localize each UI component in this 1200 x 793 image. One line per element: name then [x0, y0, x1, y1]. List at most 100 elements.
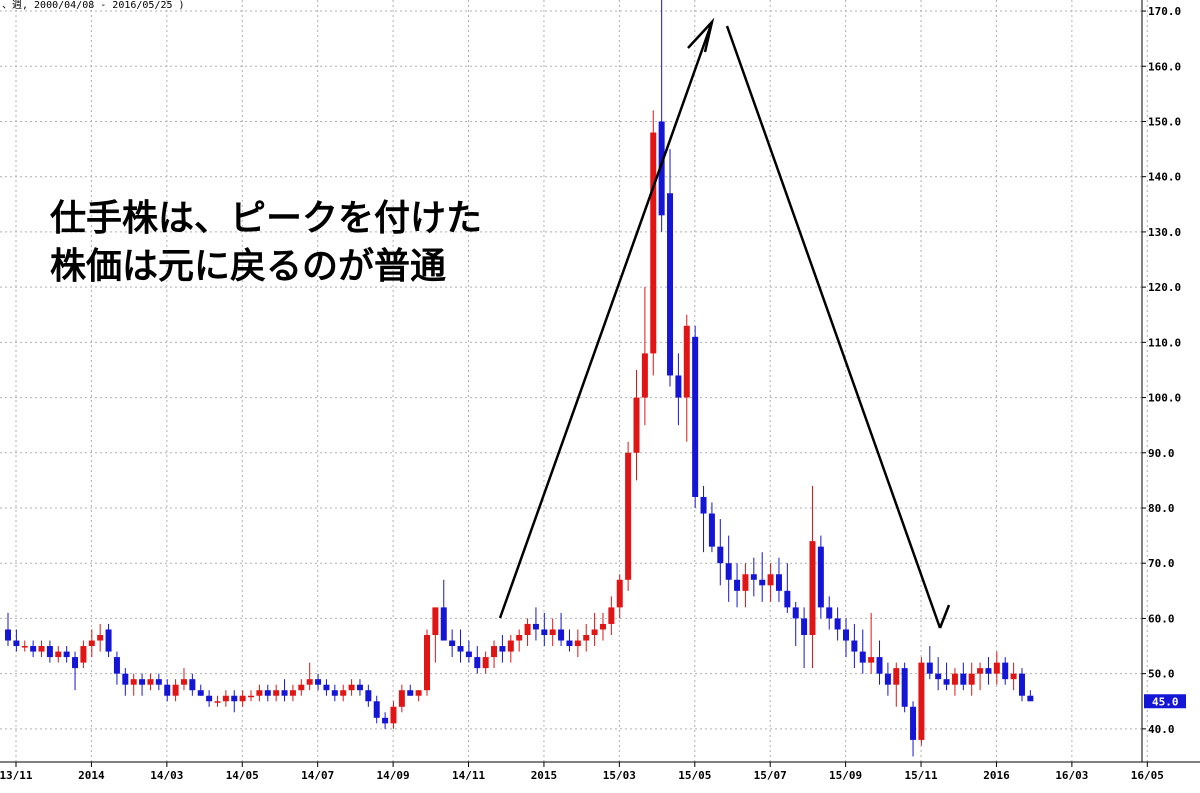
candle	[843, 618, 849, 658]
candle	[88, 629, 95, 658]
candle	[222, 690, 229, 707]
candle	[390, 701, 397, 729]
candle	[113, 651, 120, 685]
x-tick-label: 14/05	[226, 769, 259, 782]
candle-body	[700, 496, 707, 514]
candle	[943, 662, 950, 691]
candle-body	[499, 646, 506, 652]
candle-body	[901, 668, 908, 707]
candle-body	[708, 513, 715, 547]
candle	[549, 618, 556, 647]
candle	[951, 668, 958, 696]
candle-body	[801, 618, 808, 635]
candle	[1018, 668, 1025, 702]
candle-body	[541, 629, 548, 635]
candle-body	[482, 657, 489, 669]
x-tick-label: 16/03	[1055, 769, 1088, 782]
candle	[834, 607, 841, 641]
candle	[172, 679, 179, 702]
candle	[625, 441, 632, 591]
candle-body	[1027, 695, 1034, 702]
candle-body	[826, 607, 833, 619]
downtrend-arrow-line	[725, 25, 942, 629]
candle-body	[599, 623, 606, 630]
annotation-line-2: 株価は元に戻るのが普通	[50, 246, 446, 287]
x-tick-label: 2015	[531, 769, 558, 782]
x-tick-label: 15/11	[904, 769, 937, 782]
candle	[742, 563, 749, 608]
candle	[583, 623, 590, 652]
price-axis-ticks: 40.0 50.0 60.0 70.0 80.0 90.0 100.0 110.0 120.0 1…	[1142, 5, 1181, 736]
candle-body	[155, 679, 162, 685]
candle-body	[172, 684, 179, 696]
candle	[63, 646, 70, 663]
candle	[993, 651, 1000, 685]
candle-body	[323, 684, 330, 691]
candle	[574, 629, 581, 658]
candle	[893, 662, 900, 707]
candle-body	[474, 657, 481, 669]
x-tick-label: 14/11	[452, 769, 485, 782]
candle-body	[918, 662, 925, 740]
candle-body	[868, 657, 875, 663]
candle	[256, 684, 263, 702]
candle-body	[222, 695, 229, 702]
candle-body	[993, 662, 1000, 674]
candle-body	[960, 673, 967, 685]
candle-body	[792, 607, 799, 619]
candle	[331, 684, 338, 702]
candle-body	[130, 679, 137, 685]
candle-body	[407, 690, 414, 696]
candle-body	[524, 623, 531, 635]
candle-body	[189, 679, 196, 691]
candle	[1027, 690, 1034, 702]
y-tick-label: 80.0	[1148, 502, 1175, 515]
candle-body	[289, 690, 296, 696]
candle	[38, 640, 45, 658]
candle	[264, 684, 271, 702]
candle	[139, 673, 146, 696]
candle	[482, 651, 489, 674]
candle-body	[80, 646, 87, 663]
candle-body	[817, 546, 824, 608]
candle	[683, 314, 690, 442]
candle-body	[465, 651, 472, 658]
candle-body	[30, 646, 37, 652]
candle-body	[767, 574, 774, 586]
candle	[306, 662, 313, 691]
candle	[340, 684, 347, 702]
candle	[72, 651, 79, 691]
candle	[599, 612, 606, 641]
x-tick-label: 2014	[78, 769, 105, 782]
candle	[792, 601, 799, 647]
candle	[122, 668, 129, 696]
candle	[516, 629, 523, 652]
candle-body	[449, 640, 456, 647]
candle-body	[558, 629, 565, 641]
y-tick-label: 110.0	[1148, 336, 1181, 349]
candle-body	[977, 668, 984, 674]
candle-body	[884, 673, 891, 685]
x-tick-label: 15/09	[829, 769, 862, 782]
candle	[767, 563, 774, 602]
candle	[700, 485, 707, 553]
candle-body	[432, 607, 439, 635]
candle-body	[734, 579, 741, 591]
candle-body	[206, 695, 213, 702]
x-tick-label: 2016	[983, 769, 1010, 782]
candle-body	[683, 325, 690, 398]
candle	[432, 607, 439, 663]
candle	[658, 0, 665, 232]
candle-body	[248, 695, 255, 698]
candle-body	[281, 690, 288, 696]
candle	[289, 684, 296, 702]
candle	[499, 635, 506, 663]
candle	[608, 596, 615, 635]
candle-body	[122, 673, 129, 685]
candle	[231, 690, 238, 713]
candle-body	[532, 623, 539, 630]
candle-body	[893, 668, 900, 685]
candle-body	[650, 132, 657, 354]
